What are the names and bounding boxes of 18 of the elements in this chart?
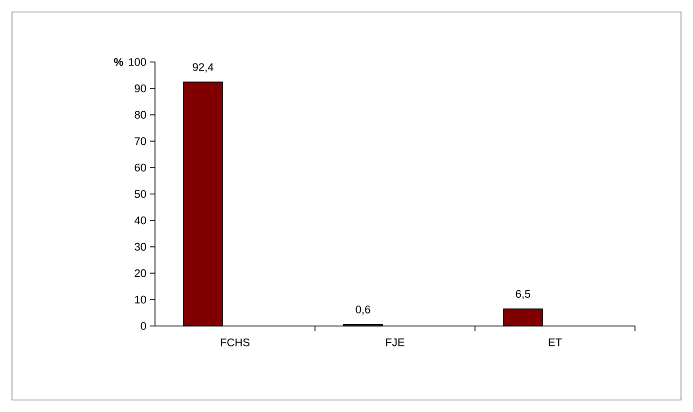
data-label: 0,6 (356, 306, 370, 315)
y-tick-label: 0 (140, 322, 146, 330)
y-tick-label: 100 (128, 58, 146, 66)
data-label: 6,5 (516, 290, 530, 300)
y-axis-title: % (114, 58, 124, 66)
y-tick-label: 60 (134, 164, 146, 172)
x-tick-label: ET (548, 338, 562, 346)
y-tick-label: 40 (134, 216, 146, 224)
x-tick-label: FJE (386, 338, 404, 346)
y-tick-label: 80 (134, 110, 146, 119)
data-label: 92,4 (192, 63, 214, 72)
y-tick-label: 90 (134, 84, 146, 92)
y-tick-label: 30 (134, 242, 146, 251)
y-tick-label: 50 (134, 190, 146, 198)
y-tick-label: 70 (134, 137, 146, 146)
x-tick-label: FCHS (220, 338, 250, 346)
y-tick-label: 10 (135, 296, 146, 304)
y-tick-label: 20 (134, 269, 146, 278)
